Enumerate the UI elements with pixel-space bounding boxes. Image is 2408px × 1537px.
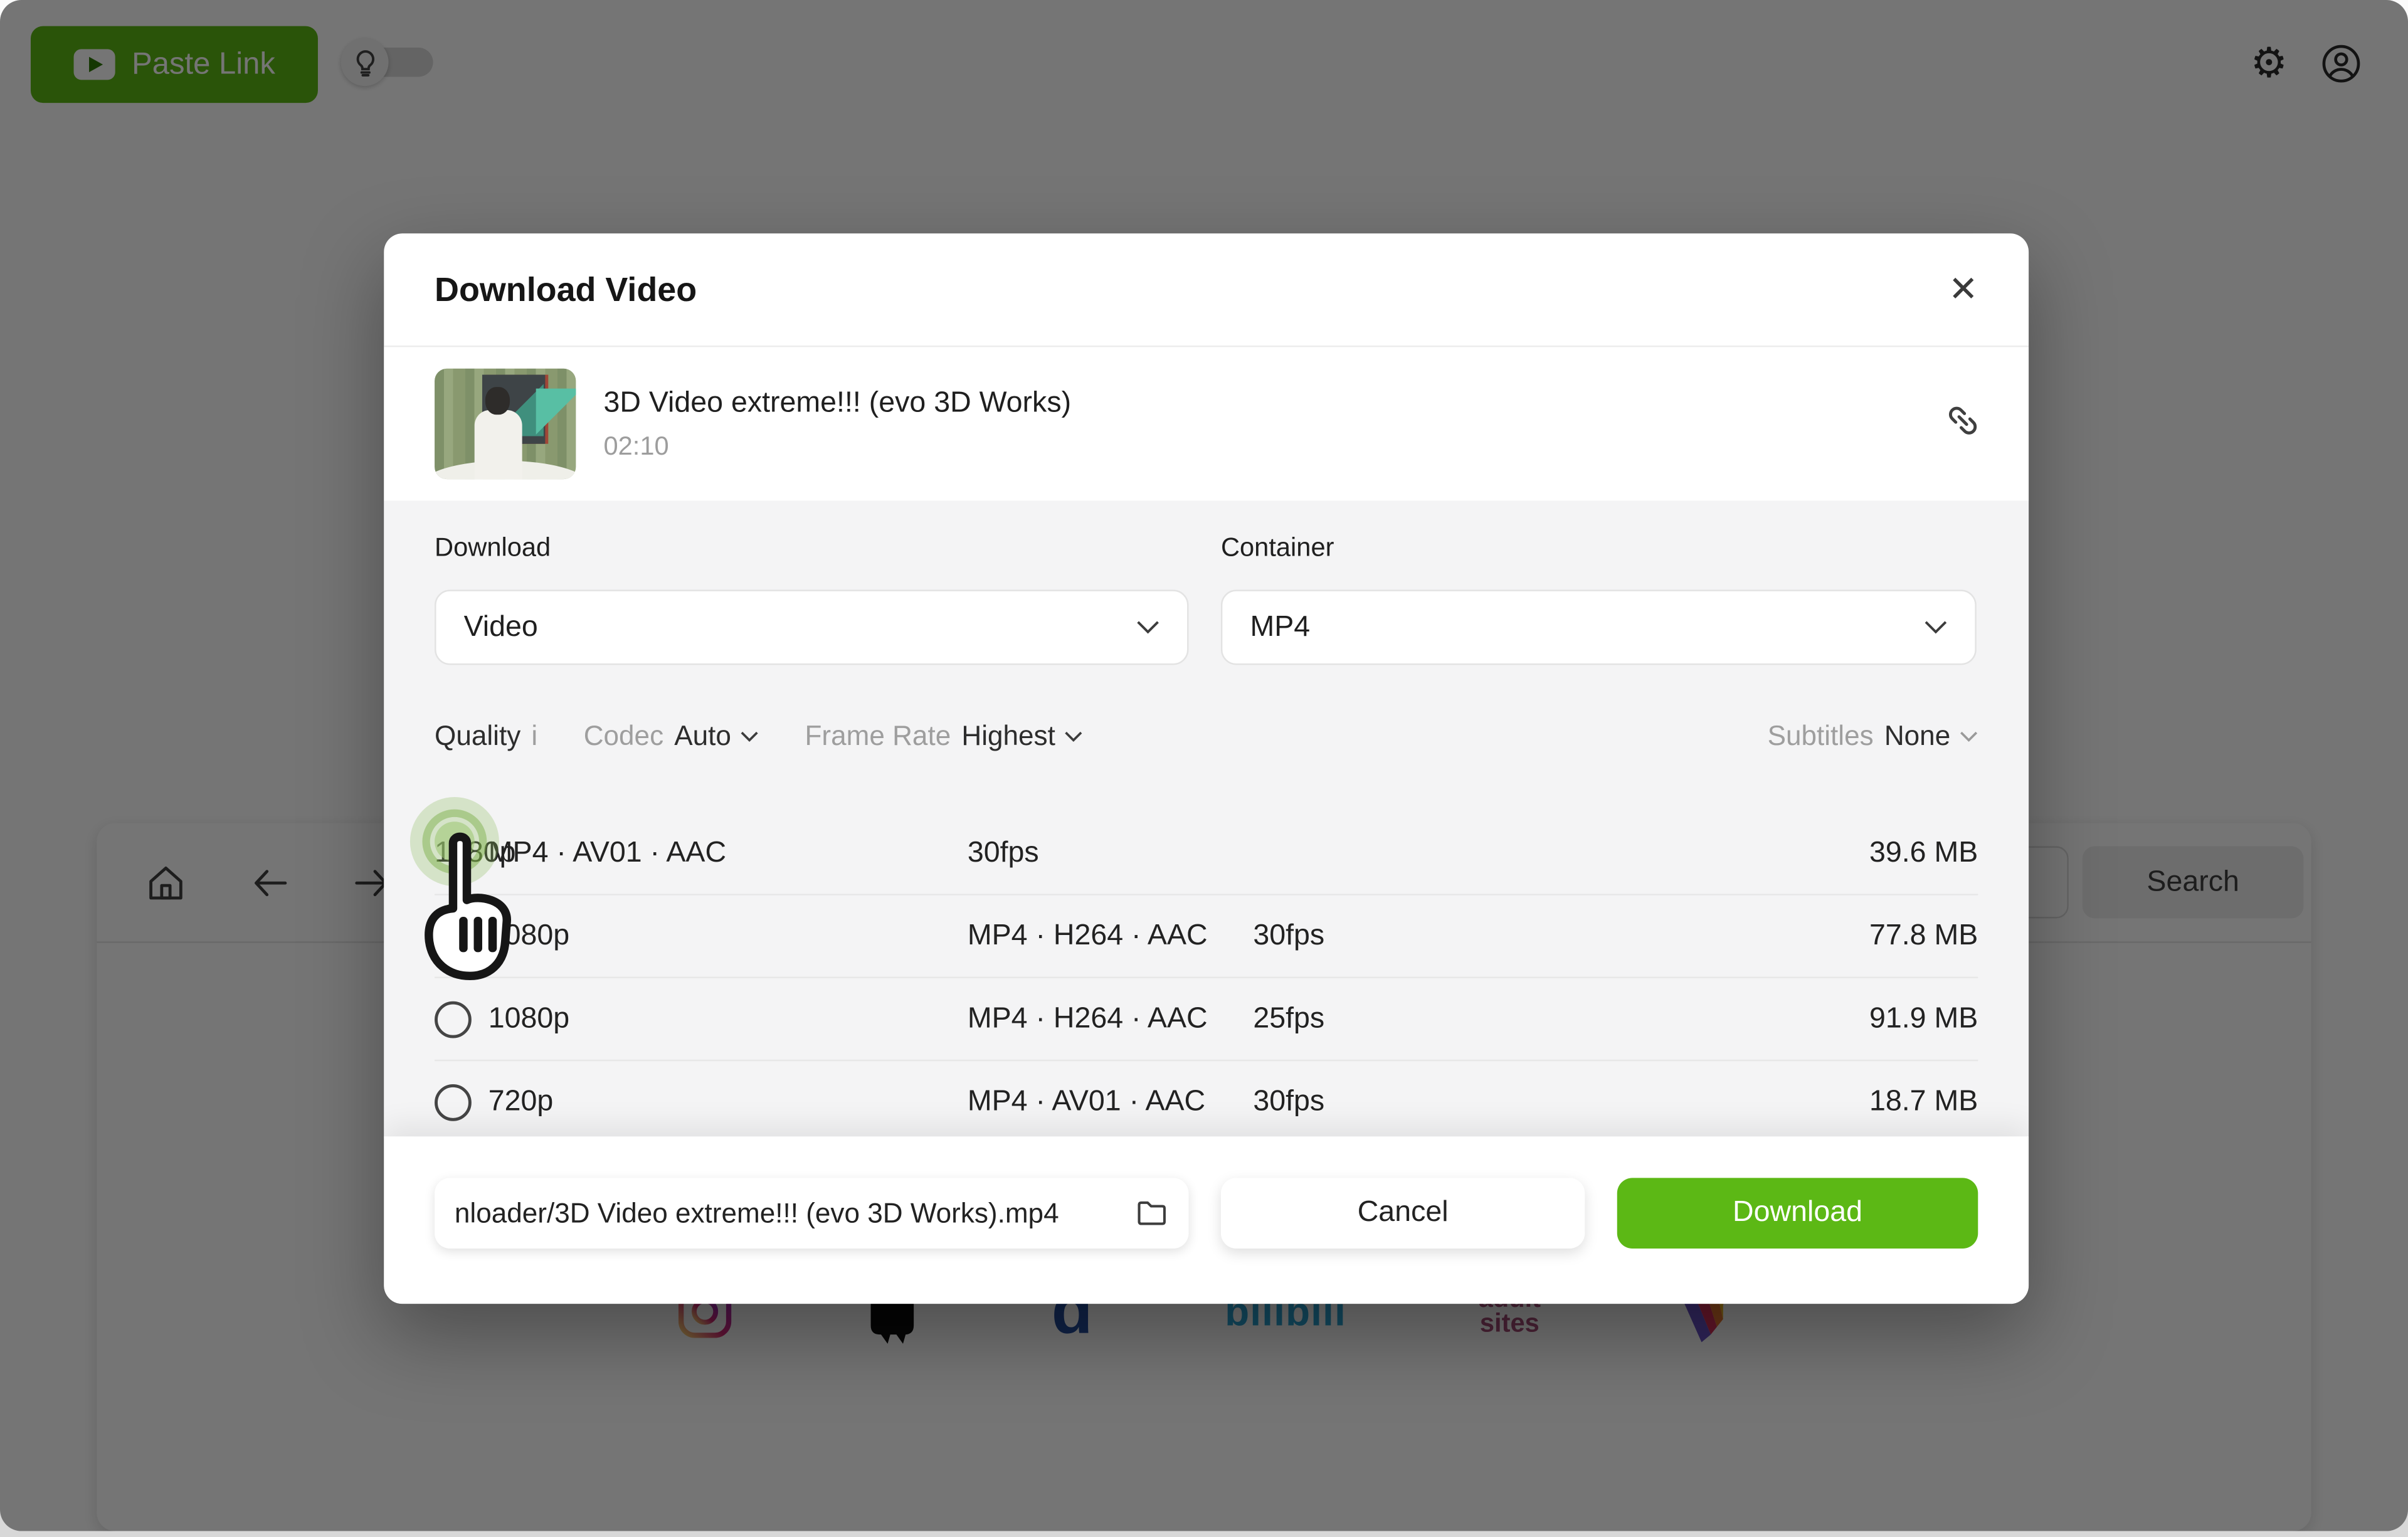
framerate-value[interactable]: Highest [961,719,1055,751]
video-title: 3D Video extreme!!! (evo 3D Works) [603,386,1072,419]
quality-fps: 30fps [1253,1085,1325,1117]
download-type-select[interactable]: Video [435,589,1189,665]
subtitles-label: Subtitles [1767,719,1874,751]
quality-resolution: 1080p [488,919,570,952]
quality-size: 77.8 MB [1869,919,1978,952]
chevron-down-icon[interactable] [1065,730,1083,741]
quality-row-1080p-av01[interactable]: 1080p MP4 · AV01 · AAC 30fps 39.6 MB [435,813,1978,939]
dialog-header: Download Video ✕ [384,233,2029,347]
chevron-down-icon[interactable] [741,730,759,741]
quality-resolution: 1080p [435,836,516,869]
download-button[interactable]: Download [1617,1178,1978,1249]
close-icon[interactable]: ✕ [1948,268,1978,309]
quality-info-icon[interactable]: i [531,719,538,751]
quality-fps: 25fps [1253,1001,1325,1035]
video-thumbnail [435,368,576,480]
download-video-dialog: Download Video ✕ 3D Video extreme!!! (ev… [384,233,2029,1304]
chevron-down-icon [1137,621,1159,634]
dialog-title: Download Video [435,269,697,309]
cancel-button-label: Cancel [1357,1196,1449,1229]
quality-row-720p-av01[interactable]: 720p MP4 · AV01 · AAC 30fps 18.7 MB [435,1059,1978,1143]
download-type-value: Video [463,610,538,643]
chevron-down-icon[interactable] [1960,730,1978,741]
quality-size: 39.6 MB [1869,836,1978,869]
quality-row-1080p-h264-25[interactable]: 1080p MP4 · H264 · AAC 25fps 91.9 MB [435,976,1978,1060]
quality-codec: MP4 · H264 · AAC [967,1001,1208,1035]
radio-button[interactable] [435,1083,472,1121]
quality-codec: MP4 · AV01 · AAC [488,836,727,869]
quality-codec: MP4 · AV01 · AAC [967,1085,1206,1117]
save-path-input[interactable]: nloader/3D Video extreme!!! (evo 3D Work… [435,1178,1189,1249]
quality-list: 1080p MP4 · AV01 · AAC 30fps 39.6 MB 108… [435,813,1978,1143]
dialog-footer: nloader/3D Video extreme!!! (evo 3D Work… [384,1136,2029,1304]
radio-button-selected[interactable] [435,901,497,939]
cancel-button[interactable]: Cancel [1220,1178,1585,1249]
download-field-label: Download [435,532,551,563]
quality-fps: 30fps [967,836,1039,869]
quality-size: 18.7 MB [1869,1085,1978,1117]
container-value: MP4 [1250,610,1311,643]
quality-label: Quality [435,719,521,751]
download-button-label: Download [1733,1196,1863,1229]
quality-resolution: 1080p [488,1001,570,1035]
quality-row-1080p-h264-30[interactable]: 1080p MP4 · H264 · AAC 30fps 77.8 MB [435,894,1978,976]
quality-size: 91.9 MB [1869,1001,1978,1035]
quality-codec: MP4 · H264 · AAC [967,919,1208,952]
folder-icon[interactable] [1135,1196,1169,1230]
subtitles-value[interactable]: None [1884,719,1951,751]
link-icon[interactable] [1933,398,1985,450]
codec-value[interactable]: Auto [674,719,731,751]
video-duration: 02:10 [603,430,669,460]
save-path-value: nloader/3D Video extreme!!! (evo 3D Work… [454,1196,1059,1228]
radio-button[interactable] [435,1000,472,1038]
container-field-label: Container [1220,532,1334,563]
quality-resolution: 720p [488,1085,554,1117]
quality-options-row: Quality i Codec Auto Frame Rate Highest … [435,716,1978,756]
quality-fps: 30fps [1253,919,1325,952]
chevron-down-icon [1925,621,1947,634]
framerate-label: Frame Rate [805,719,951,751]
codec-label: Codec [583,719,664,751]
container-select[interactable]: MP4 [1220,589,1977,665]
dialog-body: Download Container Video MP4 Quality i C… [384,500,2029,1138]
video-info-row: 3D Video extreme!!! (evo 3D Works) 02:10 [384,347,2029,501]
